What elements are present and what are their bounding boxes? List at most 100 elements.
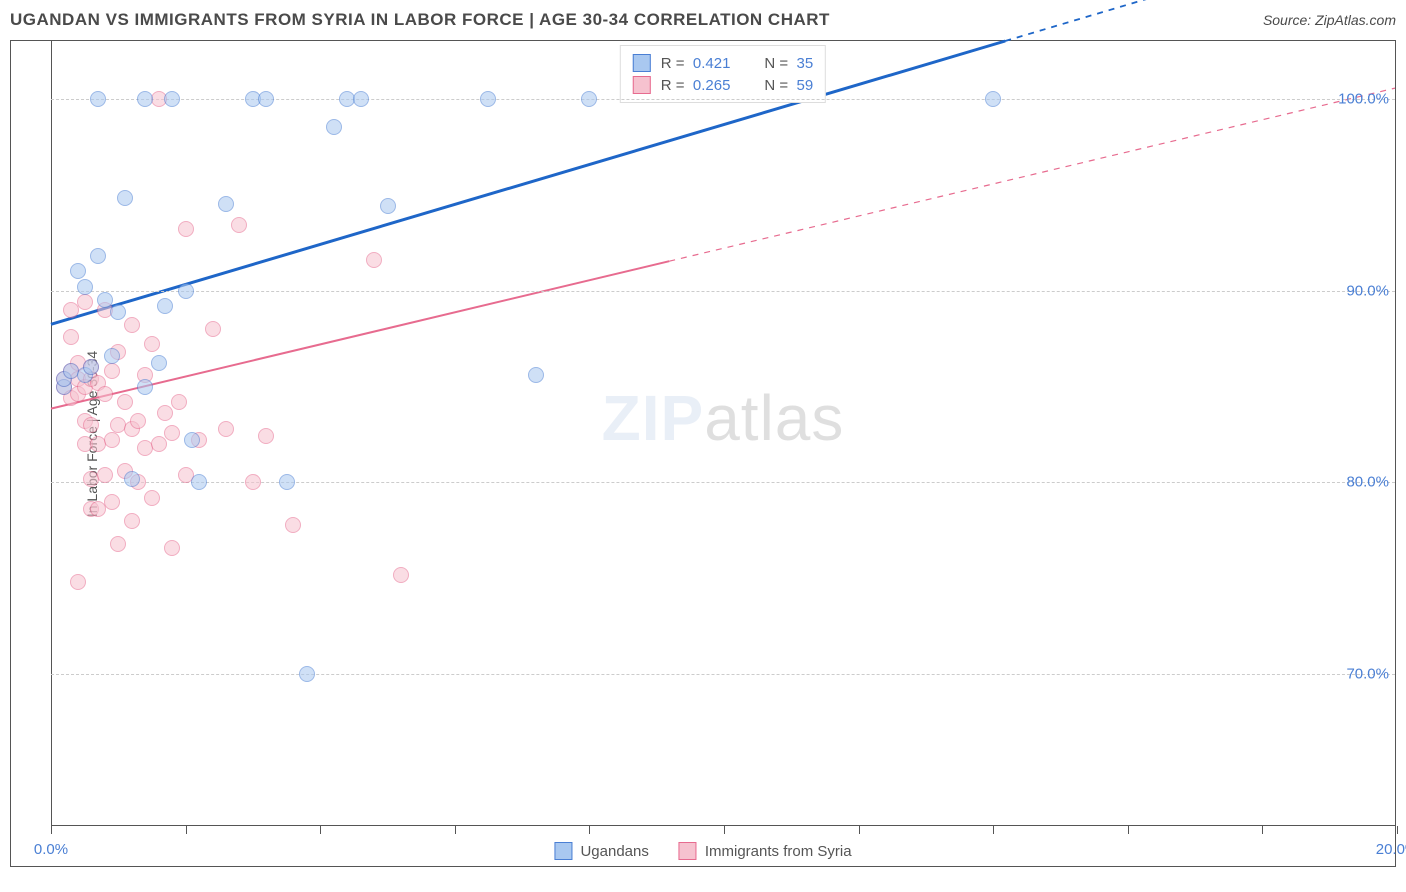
data-point-ugandans (157, 298, 173, 314)
data-point-ugandans (90, 248, 106, 264)
data-point-ugandans (353, 91, 369, 107)
data-point-syria (151, 436, 167, 452)
data-point-syria (104, 363, 120, 379)
x-tick (186, 826, 187, 834)
data-point-ugandans (480, 91, 496, 107)
x-tick-label: 0.0% (34, 841, 68, 858)
data-point-syria (97, 386, 113, 402)
regression-line-ugandans (51, 41, 1005, 324)
data-point-ugandans (581, 91, 597, 107)
data-point-syria (231, 217, 247, 233)
data-point-ugandans (279, 474, 295, 490)
data-point-ugandans (151, 355, 167, 371)
data-point-ugandans (164, 91, 180, 107)
gridline-horizontal (51, 291, 1395, 292)
data-point-syria (258, 428, 274, 444)
data-point-syria (104, 494, 120, 510)
data-point-syria (130, 413, 146, 429)
x-tick (320, 826, 321, 834)
data-point-syria (124, 513, 140, 529)
x-tick (51, 826, 52, 834)
x-tick (455, 826, 456, 834)
data-point-syria (164, 425, 180, 441)
legend-r-syria: R = 0.265 (661, 77, 731, 94)
data-point-ugandans (83, 359, 99, 375)
chart-title: UGANDAN VS IMMIGRANTS FROM SYRIA IN LABO… (10, 10, 830, 30)
data-point-syria (285, 517, 301, 533)
source-attribution: Source: ZipAtlas.com (1263, 12, 1396, 28)
bottom-label-syria: Immigrants from Syria (705, 843, 852, 860)
x-tick-label: 20.0% (1376, 841, 1406, 858)
watermark-rest: atlas (704, 382, 844, 454)
data-point-ugandans (137, 379, 153, 395)
data-point-syria (110, 536, 126, 552)
data-point-ugandans (218, 196, 234, 212)
data-point-syria (366, 252, 382, 268)
plot-area: In Labor Force | Age 30-34 ZIPatlas R = … (51, 41, 1395, 826)
legend-swatch-syria (633, 76, 651, 94)
x-tick (1128, 826, 1129, 834)
legend-box: R = 0.421 N = 35 R = 0.265 N = 59 (620, 45, 826, 103)
data-point-syria (70, 574, 86, 590)
data-point-ugandans (258, 91, 274, 107)
data-point-syria (83, 417, 99, 433)
legend-swatch-ugandans (633, 54, 651, 72)
watermark-bold: ZIP (602, 382, 705, 454)
legend-r-ugandans: R = 0.421 (661, 55, 731, 72)
data-point-ugandans (137, 91, 153, 107)
bottom-legend: Ugandans Immigrants from Syria (554, 842, 851, 860)
data-point-syria (97, 467, 113, 483)
data-point-syria (393, 567, 409, 583)
data-point-syria (164, 540, 180, 556)
data-point-ugandans (77, 279, 93, 295)
x-tick (724, 826, 725, 834)
data-point-ugandans (124, 471, 140, 487)
data-point-syria (63, 329, 79, 345)
y-tick-label: 70.0% (1346, 666, 1389, 683)
legend-n-syria: N = 59 (764, 77, 813, 94)
data-point-syria (144, 490, 160, 506)
data-point-ugandans (184, 432, 200, 448)
legend-row-syria: R = 0.265 N = 59 (633, 74, 813, 96)
data-point-syria (205, 321, 221, 337)
regression-extrapolation-syria (669, 88, 1395, 261)
x-tick (1397, 826, 1398, 834)
data-point-ugandans (178, 283, 194, 299)
bottom-swatch-ugandans (554, 842, 572, 860)
bottom-label-ugandans: Ugandans (580, 843, 648, 860)
y-tick-label: 90.0% (1346, 282, 1389, 299)
data-point-ugandans (326, 119, 342, 135)
data-point-ugandans (528, 367, 544, 383)
regression-lines (51, 41, 1395, 826)
data-point-ugandans (380, 198, 396, 214)
x-tick (859, 826, 860, 834)
data-point-syria (117, 394, 133, 410)
data-point-syria (171, 394, 187, 410)
data-point-syria (124, 317, 140, 333)
x-tick (1262, 826, 1263, 834)
data-point-ugandans (90, 91, 106, 107)
data-point-ugandans (117, 190, 133, 206)
bottom-legend-syria: Immigrants from Syria (679, 842, 852, 860)
data-point-ugandans (104, 348, 120, 364)
y-tick-label: 100.0% (1338, 90, 1389, 107)
legend-n-ugandans: N = 35 (764, 55, 813, 72)
data-point-syria (104, 432, 120, 448)
data-point-syria (218, 421, 234, 437)
legend-row-ugandans: R = 0.421 N = 35 (633, 52, 813, 74)
y-tick-label: 80.0% (1346, 474, 1389, 491)
chart-frame: In Labor Force | Age 30-34 ZIPatlas R = … (10, 40, 1396, 867)
data-point-ugandans (299, 666, 315, 682)
x-tick (589, 826, 590, 834)
watermark: ZIPatlas (602, 381, 845, 455)
gridline-horizontal (51, 674, 1395, 675)
data-point-ugandans (70, 263, 86, 279)
x-tick (993, 826, 994, 834)
data-point-syria (245, 474, 261, 490)
data-point-syria (77, 294, 93, 310)
bottom-swatch-syria (679, 842, 697, 860)
data-point-syria (157, 405, 173, 421)
bottom-legend-ugandans: Ugandans (554, 842, 648, 860)
data-point-syria (144, 336, 160, 352)
data-point-ugandans (97, 292, 113, 308)
